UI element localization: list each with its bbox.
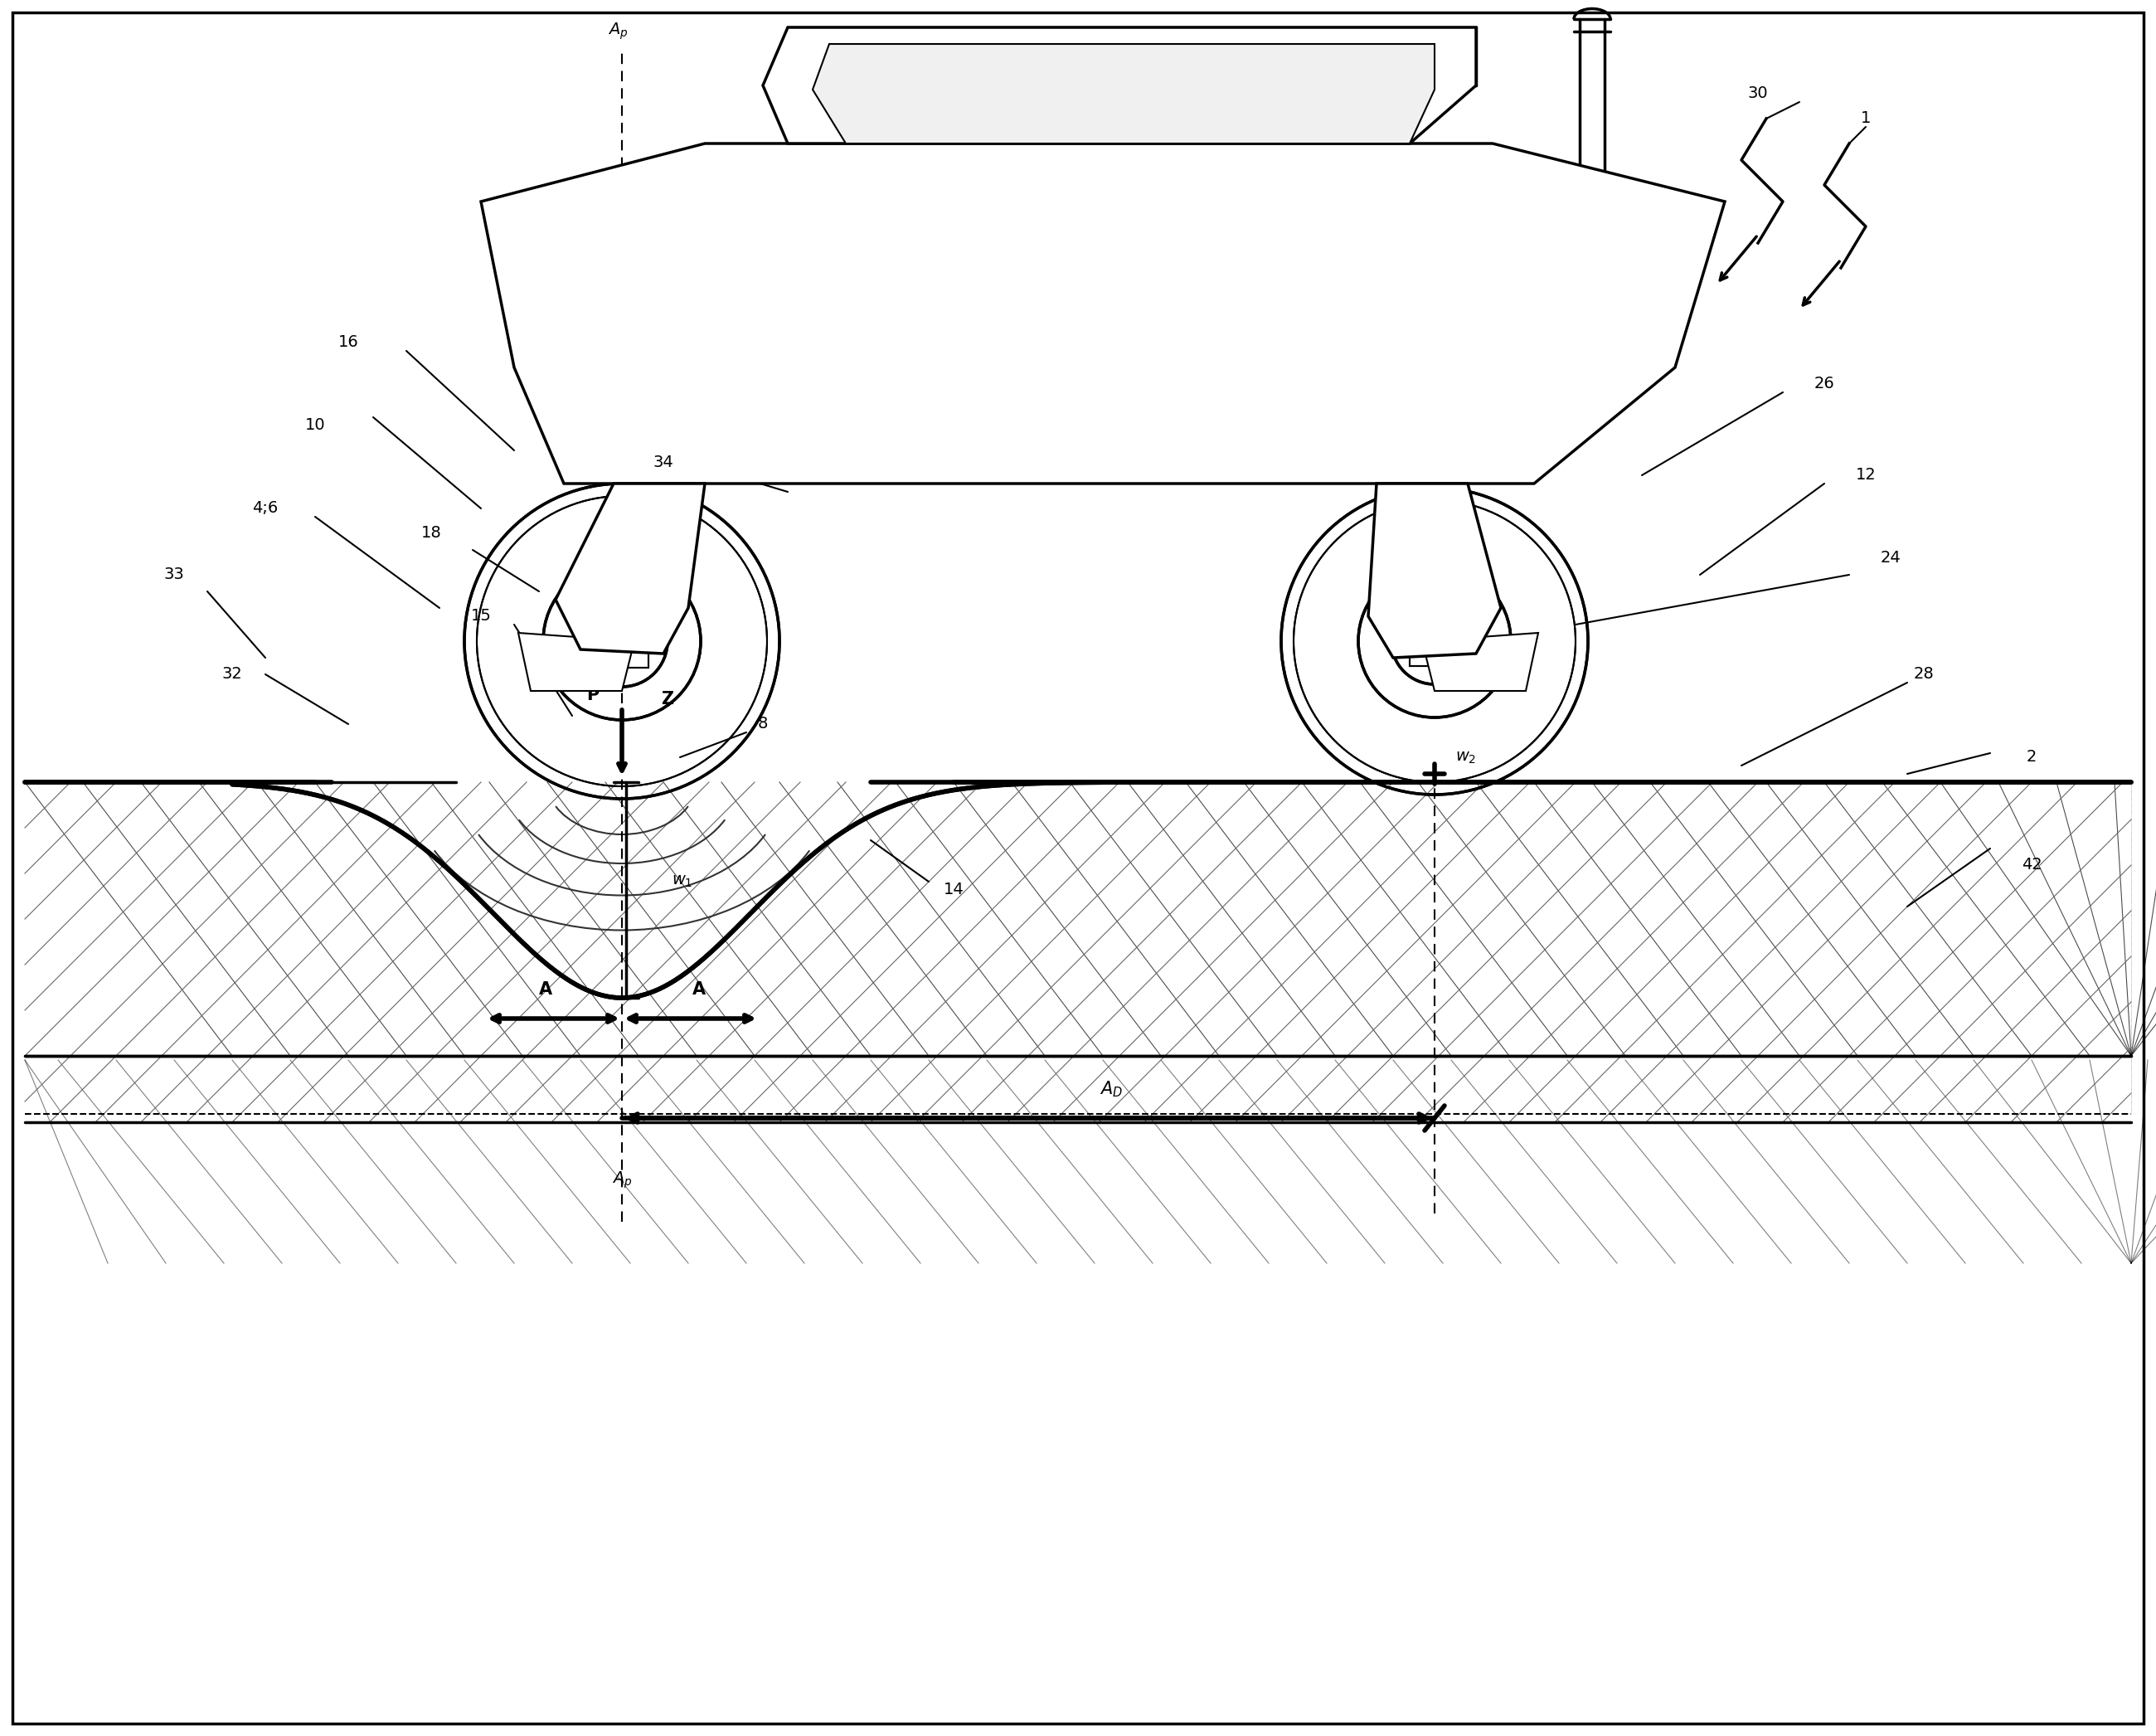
Text: P: P bbox=[586, 687, 599, 703]
Text: $A_p$: $A_p$ bbox=[608, 21, 627, 42]
Bar bbox=[1410, 616, 1460, 667]
Text: $w_2$: $w_2$ bbox=[1455, 750, 1477, 766]
Text: $A_D$: $A_D$ bbox=[1100, 1080, 1123, 1099]
Text: 34: 34 bbox=[653, 455, 673, 470]
Text: 15: 15 bbox=[470, 608, 492, 625]
Polygon shape bbox=[556, 484, 705, 653]
Text: $w_1$: $w_1$ bbox=[673, 873, 692, 889]
Text: 2: 2 bbox=[2027, 750, 2037, 766]
Text: 14: 14 bbox=[944, 882, 964, 898]
Text: $A_p$: $A_p$ bbox=[612, 1170, 632, 1191]
Text: 10: 10 bbox=[304, 418, 326, 434]
Text: 24: 24 bbox=[1880, 550, 1902, 566]
Text: 1: 1 bbox=[1861, 111, 1871, 127]
Polygon shape bbox=[813, 43, 1434, 144]
Text: 16: 16 bbox=[338, 335, 358, 351]
Text: A: A bbox=[692, 981, 705, 998]
Text: Z: Z bbox=[662, 691, 675, 708]
Bar bbox=[595, 615, 649, 668]
Polygon shape bbox=[763, 28, 1477, 144]
Polygon shape bbox=[481, 144, 1725, 484]
Text: 33: 33 bbox=[164, 568, 185, 583]
Polygon shape bbox=[26, 783, 2130, 1115]
Polygon shape bbox=[26, 783, 457, 1055]
Text: 42: 42 bbox=[2022, 858, 2042, 873]
Circle shape bbox=[586, 632, 608, 651]
Text: 32: 32 bbox=[222, 667, 241, 682]
Circle shape bbox=[1449, 632, 1470, 651]
Text: 12: 12 bbox=[1856, 467, 1876, 483]
Polygon shape bbox=[1423, 634, 1537, 691]
Bar bbox=[1410, 616, 1460, 667]
Polygon shape bbox=[517, 634, 634, 691]
Text: 8: 8 bbox=[757, 717, 768, 733]
Text: 26: 26 bbox=[1813, 377, 1835, 392]
Polygon shape bbox=[26, 774, 2130, 1139]
Text: 18: 18 bbox=[420, 526, 442, 542]
Bar bbox=[595, 615, 649, 668]
Text: 4;6: 4;6 bbox=[252, 500, 278, 516]
Text: 30: 30 bbox=[1749, 85, 1768, 102]
Text: A: A bbox=[539, 981, 552, 998]
Polygon shape bbox=[1369, 484, 1501, 658]
Text: 28: 28 bbox=[1915, 667, 1934, 682]
